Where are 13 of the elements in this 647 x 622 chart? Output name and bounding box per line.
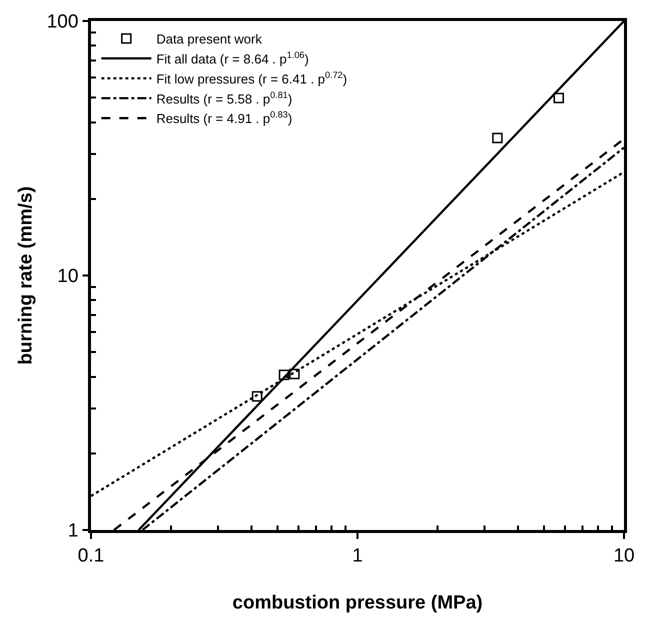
x-axis-title: combustion pressure (MPa) — [232, 592, 483, 614]
legend-label: Results (r = 4.91 . p$^{0.83}$) — [156, 110, 292, 126]
y-tick-label: 10 — [57, 266, 78, 288]
legend-label: Fit all data (r = 8.64 . p$^{1.06}$) — [156, 50, 309, 66]
x-tick-label: 1 — [352, 546, 363, 567]
legend-label: Results (r = 5.58 . p$^{0.81}$) — [156, 90, 292, 106]
x-tick-label: 10 — [613, 546, 635, 567]
legend-label: Fit low pressures (r = 6.41 . p$^{0.72}$) — [156, 70, 348, 86]
y-axis-title: burning rate (mm/s) — [16, 186, 37, 365]
y-tick-label: 100 — [46, 12, 78, 33]
x-tick-label: 0.1 — [78, 546, 104, 567]
y-tick-label: 1 — [68, 520, 78, 542]
legend-label: Data present work — [156, 32, 262, 47]
